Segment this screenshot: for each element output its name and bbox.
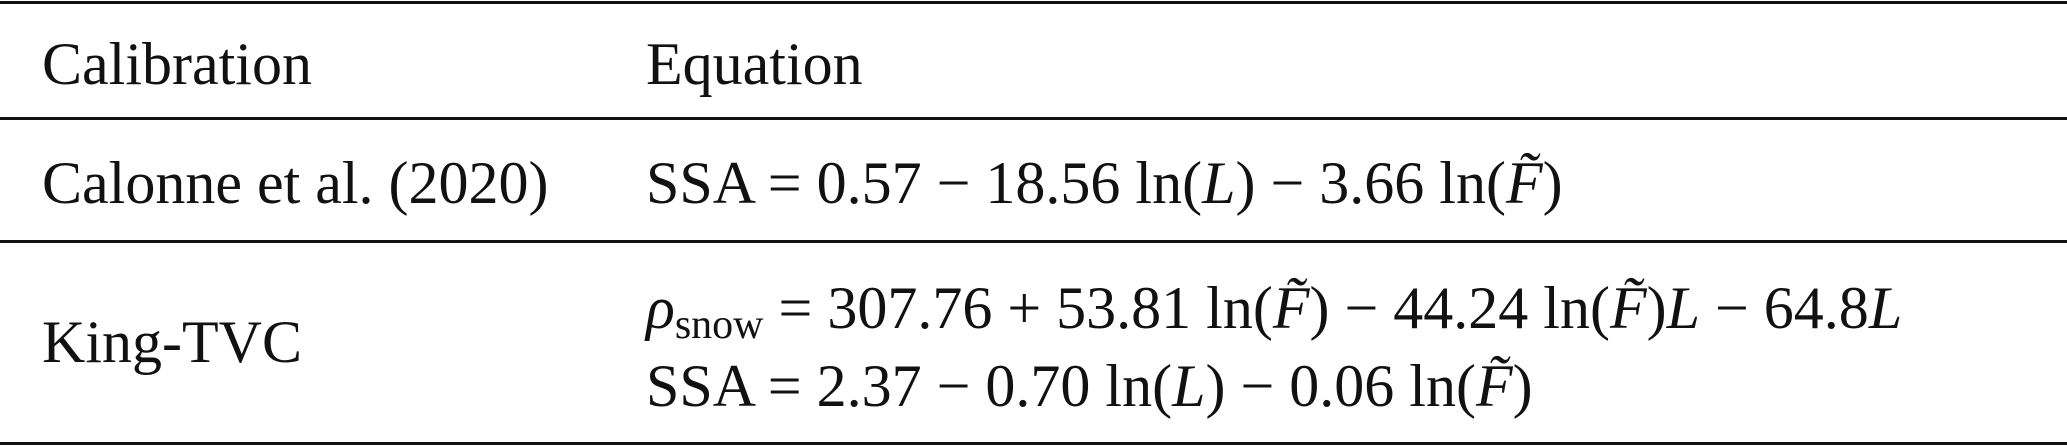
header-calibration: Calibration xyxy=(42,31,312,97)
header-equation: Equation xyxy=(646,31,863,97)
header-rule xyxy=(0,117,2067,120)
row-calibration-calonne: Calonne et al. (2020) xyxy=(42,150,549,216)
bottom-rule xyxy=(0,442,2067,445)
top-rule xyxy=(0,1,2067,4)
row-equation-king-tvc-density: ρsnow = 307.76 + 53.81 ln(F̃) − 44.24 ln… xyxy=(646,275,1903,348)
row-rule xyxy=(0,240,2067,243)
row-equation-king-tvc-ssa: SSA = 2.37 − 0.70 ln(L) − 0.06 ln(F̃) xyxy=(646,353,1533,419)
row-calibration-king-tvc: King-TVC xyxy=(42,309,302,375)
row-equation-calonne-ssa: SSA = 0.57 − 18.56 ln(L) − 3.66 ln(F̃) xyxy=(646,150,1563,216)
